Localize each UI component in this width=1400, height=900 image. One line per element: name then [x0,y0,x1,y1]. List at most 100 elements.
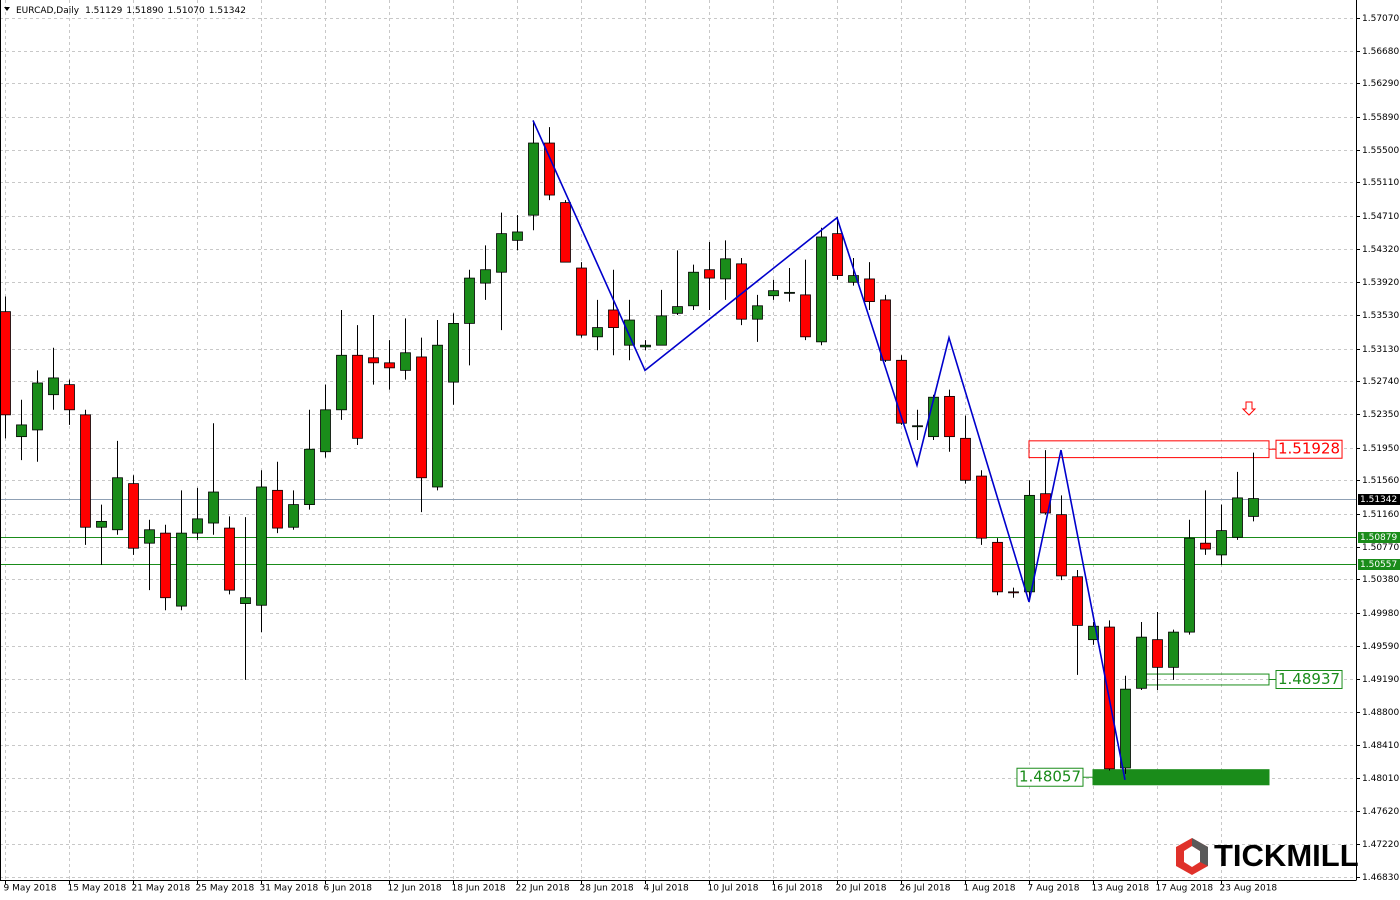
x-tick-label: 16 Jul 2018 [772,884,823,894]
candle-body [992,541,1003,593]
candle-body [560,202,571,263]
zone-layer [1028,440,1270,786]
x-tick-label: 10 Jul 2018 [708,884,759,894]
candle-body [752,305,763,320]
candle-body [272,489,283,529]
x-tick-label: 6 Jun 2018 [324,884,373,894]
candle-body [416,356,427,479]
y-tick-label: 1.55890 [1362,113,1399,123]
x-tick-label: 9 May 2018 [4,884,57,894]
x-tick-label: 21 May 2018 [132,884,191,894]
candle-body [384,362,395,369]
x-tick-label: 4 Jul 2018 [644,884,689,894]
candle-body [736,263,747,320]
candle-body [1200,542,1211,550]
candle-body [672,306,683,314]
candle-body [720,258,731,280]
x-tick-label: 12 Jun 2018 [388,884,442,894]
zone [1092,769,1270,786]
candle-body [704,269,715,279]
candle-body [528,142,539,216]
x-tick-label: 17 Aug 2018 [1156,884,1214,894]
candle-body [1024,494,1035,593]
x-tick-label: 1 Aug 2018 [964,884,1016,894]
grid-layer [0,0,1356,880]
overlay-layer: 1.51928 1.48937 1.48057 [1016,439,1343,787]
candle-body [80,414,91,528]
y-tick-label: 1.55110 [1362,178,1399,188]
candle-body [816,236,827,343]
y-tick-label: 1.53920 [1362,278,1399,288]
x-tick-label: 7 Aug 2018 [1028,884,1080,894]
y-tick-label: 1.57070 [1362,14,1399,24]
y-tick-label: 1.51160 [1362,510,1399,520]
candle-body [192,518,203,534]
candle-body [432,344,443,488]
candle-body [336,354,347,411]
ohlc-low: 1.51070 [168,6,205,16]
logo-text: TICKMILL [1214,838,1359,873]
candle-body [400,352,411,371]
price-label: 1.51342 [1360,495,1397,505]
candle-body [976,475,987,539]
x-tick-label: 31 May 2018 [260,884,319,894]
y-tick-label: 1.52350 [1362,410,1399,420]
candle-body [848,275,859,283]
y-tick-label: 1.53530 [1362,311,1399,321]
y-tick-label: 1.53130 [1362,345,1399,355]
candle-body [944,395,955,438]
candle-body [64,384,75,411]
y-tick-label: 1.48410 [1362,741,1399,751]
candle-body [0,311,11,416]
y-tick-label: 1.46830 [1362,873,1399,883]
price-label-bg [1358,494,1400,505]
candle-body [368,357,379,364]
zone-label: 1.48057 [1019,768,1081,786]
menu-triangle [4,7,10,11]
candle-body [112,477,123,531]
candle-body [48,377,59,396]
y-tick-label: 1.48800 [1362,708,1399,718]
candle-body [1184,537,1195,633]
candle-body [128,483,139,549]
sell-arrow [1241,401,1257,416]
y-tick-label: 1.51560 [1362,476,1399,486]
candle-body [928,396,939,438]
candle-body [608,309,619,328]
ohlc-high: 1.51890 [126,6,163,16]
candle-body [320,409,331,453]
candle-body [832,233,843,276]
y-tick-label: 1.50770 [1362,543,1399,553]
y-tick-label: 1.47220 [1362,840,1399,850]
y-tick-label: 1.47620 [1362,807,1399,817]
price-label: 1.50879 [1360,533,1397,543]
y-tick-label: 1.56290 [1362,79,1399,89]
candle-body [96,520,107,528]
price-label-bg [1358,559,1400,570]
candle-body [176,532,187,607]
candle-body [624,319,635,346]
candle-body [896,359,907,424]
ohlc-close: 1.51342 [209,6,246,16]
candle-body [576,267,587,336]
zone-label: 1.51928 [1278,440,1340,458]
chart-header: EURCAD,Daily 1.51129 1.51890 1.51070 1.51342 [16,6,246,16]
candle-body [880,299,891,361]
y-tick-label: 1.49980 [1362,609,1399,619]
candle-body [448,322,459,383]
zigzag-line [532,120,1126,780]
candle-body [496,233,507,273]
candle-body [464,277,475,324]
x-tick-label: 13 Aug 2018 [1092,884,1150,894]
candle-body [640,344,651,348]
y-tick-label: 1.49590 [1362,642,1399,652]
ohlc-open: 1.51129 [85,6,122,16]
x-tick-label: 26 Jul 2018 [900,884,951,894]
x-tick-label: 15 May 2018 [68,884,127,894]
candle-body [256,486,267,606]
zone-label: 1.48937 [1278,670,1340,688]
y-tick-label: 1.50380 [1362,575,1399,585]
